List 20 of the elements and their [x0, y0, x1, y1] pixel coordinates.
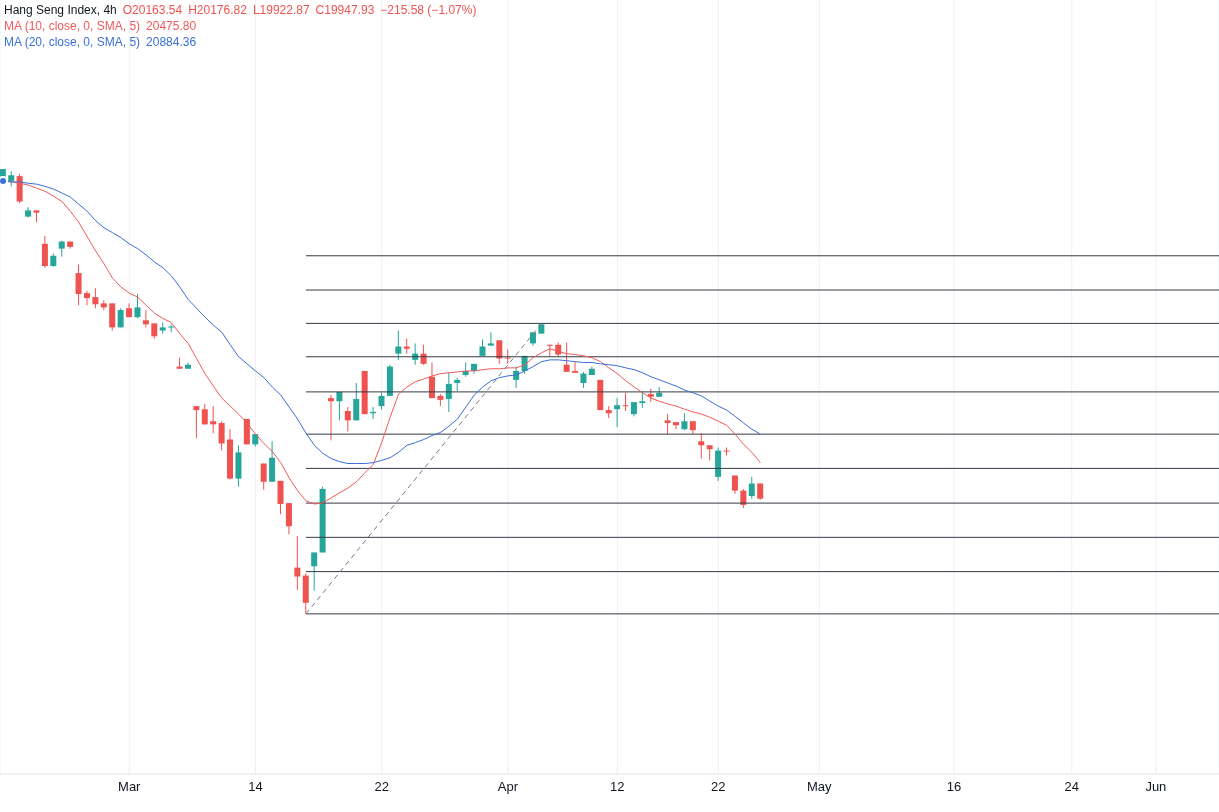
x-tick-label: 16 [946, 779, 962, 795]
text: H20176.82 [188, 3, 247, 17]
text: 20475.80 [146, 19, 197, 33]
text: 20884.36 [146, 35, 197, 49]
x-tick-label: May [807, 779, 833, 795]
x-tick-label: 24 [1064, 779, 1079, 795]
x-tick-label: Mar [118, 779, 142, 795]
text: O20163.54 [122, 3, 183, 17]
x-tick-label: 14 [248, 779, 263, 795]
text: MA (10, close, 0, SMA, 5) [4, 19, 141, 33]
text: C19947.93 [315, 3, 375, 17]
chart-title: Hang Seng Index, 4h [4, 3, 117, 17]
text: MA (20, close, 0, SMA, 5) [4, 35, 141, 49]
text: L19922.87 [252, 3, 310, 17]
x-tick-label: 22 [374, 779, 389, 795]
x-tick-label: Apr [497, 779, 519, 795]
x-tick-label: 22 [711, 779, 726, 795]
x-tick-label: Jun [1145, 779, 1167, 795]
text: −215.58 (−1.07%) [380, 3, 477, 17]
x-tick-label: 12 [610, 779, 625, 795]
